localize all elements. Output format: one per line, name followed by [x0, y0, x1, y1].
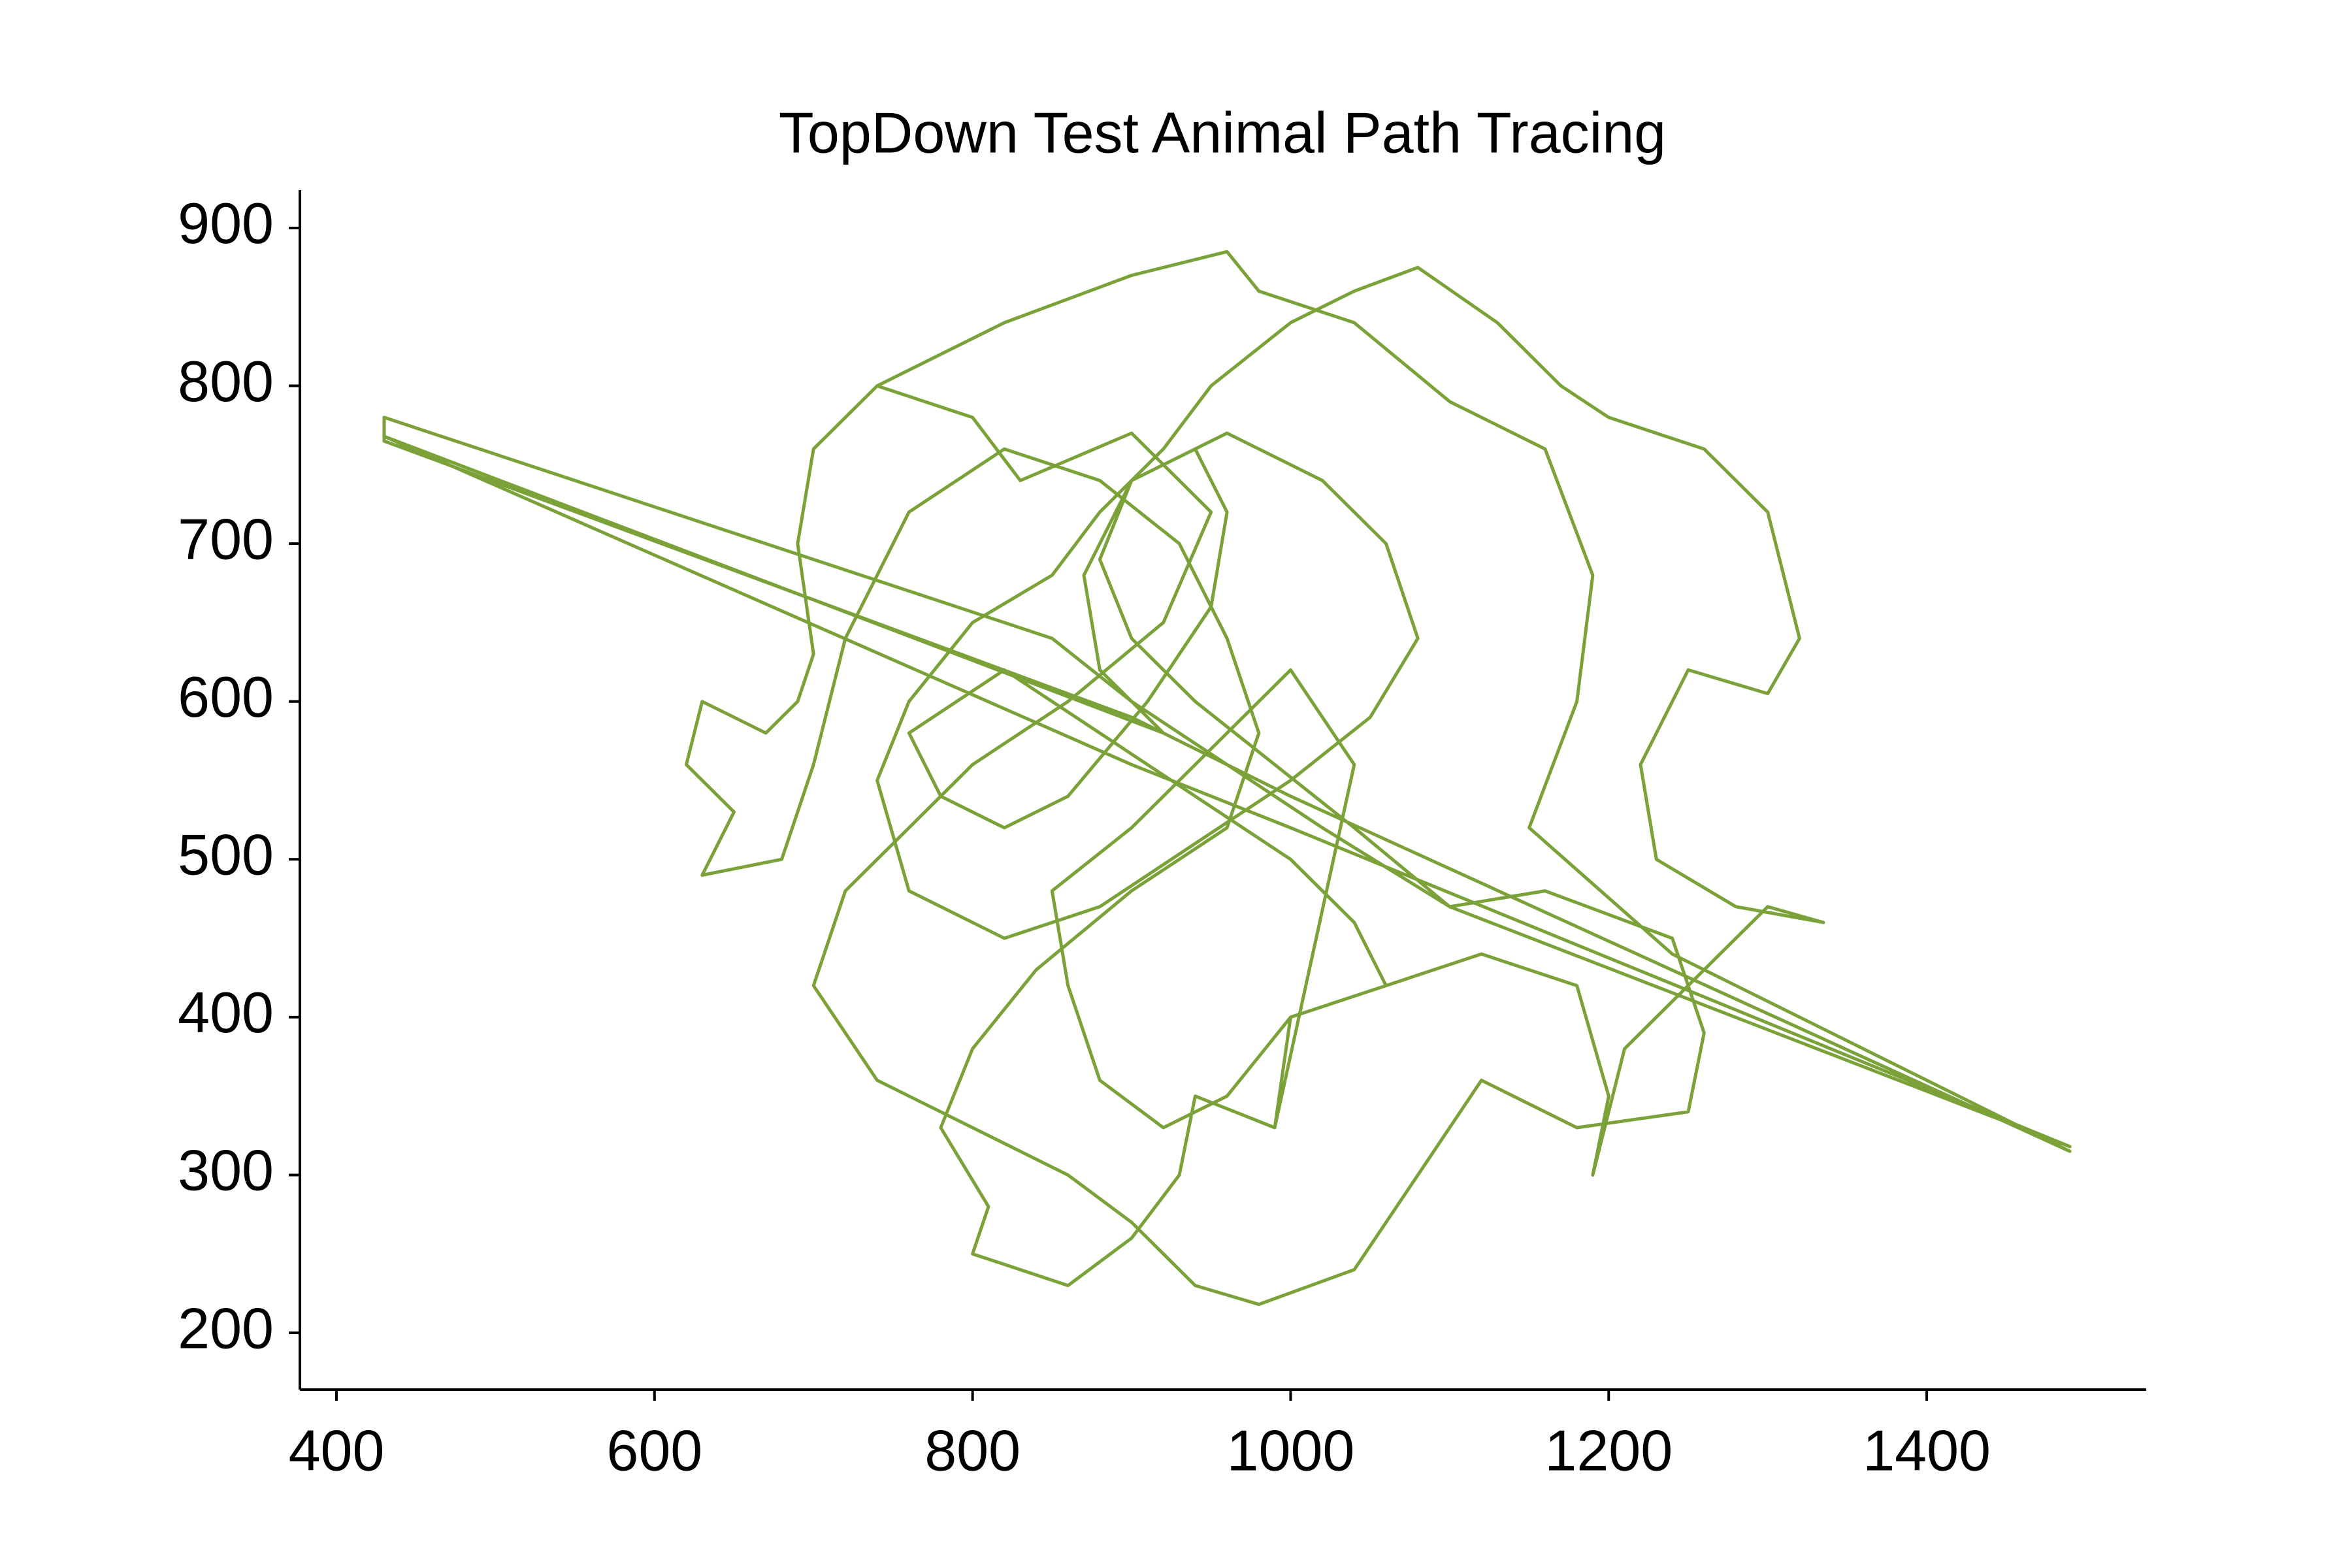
x-tick-label: 600	[606, 1418, 702, 1482]
x-tick-label: 1200	[1544, 1418, 1673, 1482]
x-tick-label: 800	[924, 1418, 1021, 1482]
y-tick-label: 200	[178, 1296, 274, 1360]
y-tick-label: 600	[178, 664, 274, 729]
path-line	[382, 250, 2072, 1306]
y-tick-label: 300	[178, 1138, 274, 1203]
y-tick-label: 800	[178, 349, 274, 414]
x-tick-label: 1000	[1227, 1418, 1355, 1482]
chart-title: TopDown Test Animal Path Tracing	[779, 100, 1666, 165]
y-tick-label: 400	[178, 980, 274, 1045]
y-tick-label: 500	[178, 823, 274, 887]
x-tick-label: 1400	[1863, 1418, 1991, 1482]
x-tick-label: 400	[289, 1418, 385, 1482]
y-tick-label: 700	[178, 506, 274, 571]
y-tick-label: 900	[178, 191, 274, 255]
